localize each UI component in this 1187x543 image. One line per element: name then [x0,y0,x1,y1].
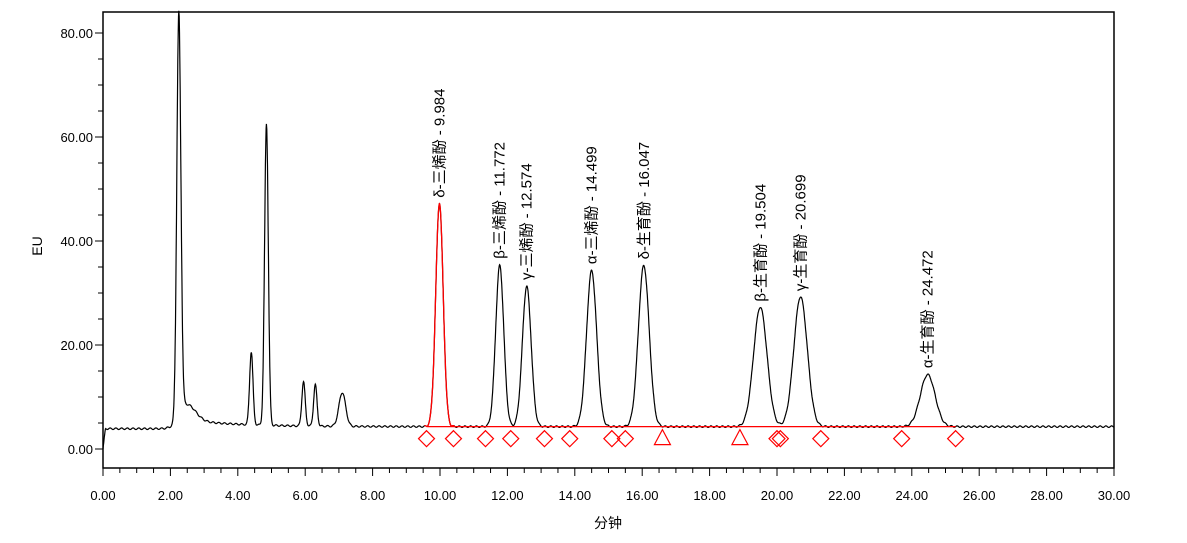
peak-label: δ-三烯酚 - 9.984 [431,89,448,198]
y-tick-label: 80.00 [60,26,93,41]
x-tick-label: 6.00 [293,488,318,503]
y-tick-label: 60.00 [60,130,93,145]
diamond-marker [603,429,621,448]
peak-label: γ-生育酚 - 20.699 [793,174,810,291]
x-tick-label: 0.00 [90,488,115,503]
x-tick-label: 12.00 [491,488,524,503]
diamond-marker [771,429,790,448]
highlighted-peak-trace [424,202,455,427]
y-tick-label: 40.00 [60,234,93,249]
y-tick-label: 0.00 [68,442,93,457]
y-axis-label: EU [29,236,45,255]
x-tick-label: 18.00 [693,488,726,503]
peak-label: γ-三烯酚 - 12.574 [519,163,536,280]
peak-label: α-生育酚 - 24.472 [920,250,937,368]
y-tick-label: 20.00 [60,338,93,353]
diamond-marker [811,429,830,448]
diamond-marker [616,429,635,448]
diamond-marker [444,429,463,448]
x-tick-label: 24.00 [896,488,929,503]
x-tick-label: 2.00 [158,488,183,503]
peak-label: α-三烯酚 - 14.499 [584,146,601,264]
x-tick-label: 28.00 [1030,488,1063,503]
diamond-marker [417,429,436,448]
x-tick-label: 16.00 [626,488,659,503]
x-tick-label: 30.00 [1098,488,1131,503]
peak-label: β-三烯酚 - 11.772 [492,142,509,259]
diamond-marker [476,429,495,448]
peak-label: δ-生育酚 - 16.047 [636,142,653,260]
diamond-marker [560,429,579,448]
diamond-marker [892,429,911,448]
x-tick-label: 26.00 [963,488,996,503]
x-tick-label: 14.00 [559,488,592,503]
plot-frame [102,11,1115,469]
triangle-marker [653,428,672,446]
diamond-marker [501,429,520,448]
x-tick-label: 8.00 [360,488,385,503]
x-tick-label: 4.00 [225,488,250,503]
triangle-marker [730,428,749,446]
peak-label: β-生育酚 - 19.504 [752,184,769,302]
x-tick-label: 10.00 [424,488,457,503]
diamond-marker [535,429,554,448]
x-axis-label: 分钟 [594,515,622,531]
diamond-marker [768,429,786,448]
diamond-marker [946,429,965,448]
signal-trace [102,10,1114,450]
x-tick-label: 20.00 [761,488,794,503]
x-tick-label: 22.00 [828,488,861,503]
